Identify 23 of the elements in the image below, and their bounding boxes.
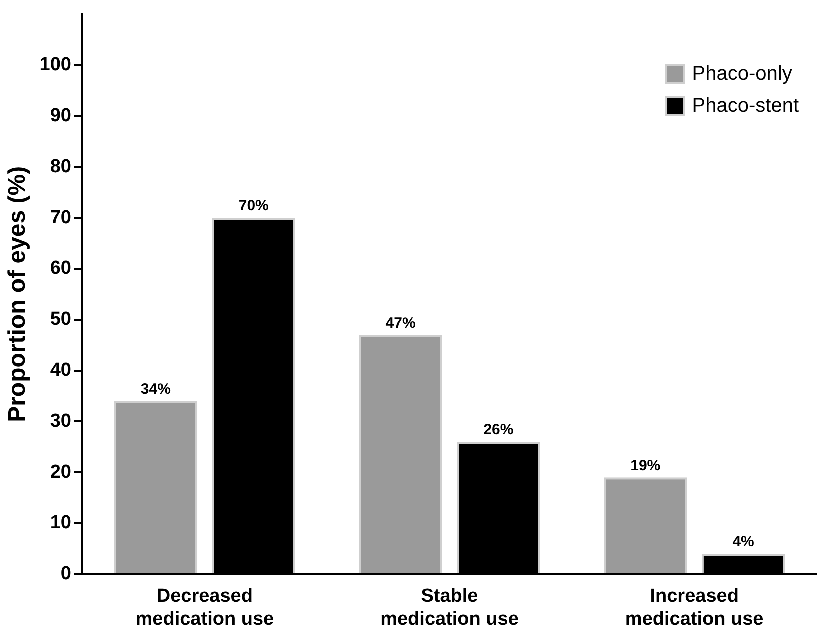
data-label: 34%: [140, 380, 171, 398]
y-tick-label: 20: [50, 462, 72, 483]
legend-label: Phaco-stent: [692, 94, 800, 117]
y-tick-label: 40: [50, 360, 72, 381]
legend-label: Phaco-only: [692, 62, 792, 85]
data-label: 47%: [386, 314, 416, 332]
y-tick-label: 100: [40, 54, 72, 76]
y-tick-label: 80: [50, 156, 72, 178]
data-label: 4%: [732, 534, 754, 551]
x-tick-label: Stable medication use: [380, 586, 519, 630]
data-label: 19%: [630, 457, 661, 474]
y-tick-label: 10: [50, 512, 72, 534]
x-tick-label: Decreased medication use: [136, 586, 274, 630]
data-label: 70%: [238, 198, 269, 215]
y-tick-label: 30: [50, 410, 72, 432]
y-tick-label: 60: [50, 258, 72, 280]
y-tick-label: 70: [50, 207, 72, 228]
y-tick-label: 0: [60, 564, 72, 585]
data-label: 26%: [484, 422, 514, 439]
y-tick-label: 50: [50, 309, 72, 330]
y-tick-label: 90: [50, 105, 72, 126]
x-tick-label: Increased medication use: [625, 586, 764, 630]
y-axis-title: Proportion of eyes (%): [4, 166, 32, 422]
